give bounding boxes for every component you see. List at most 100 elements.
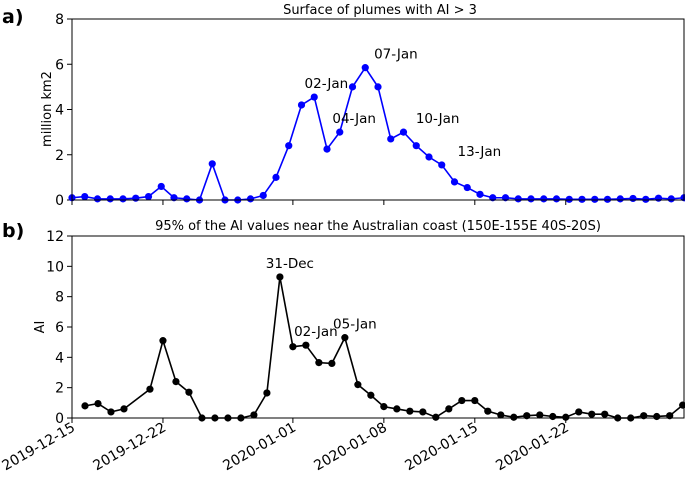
panel-a-point [246, 195, 255, 203]
panel-a-point [578, 195, 586, 203]
panel-b-series [81, 273, 685, 422]
panel-b-point [419, 408, 427, 416]
panel-b-ytick-label: 6 [55, 320, 64, 336]
panel-a-point [374, 83, 382, 91]
panel-a-point [323, 145, 331, 153]
panel-a-point [667, 195, 675, 203]
panel-b-frame [71, 235, 685, 419]
panel-a-point [540, 195, 548, 203]
panel-b-point [94, 399, 102, 408]
panel-b-ytick-label: 8 [55, 290, 64, 306]
panel-a-annotation: 13-Jan [458, 144, 502, 160]
panel-b-annotation: 05-Jan [333, 317, 377, 333]
panel-b-xtick-label: 2020-01-01 [220, 420, 298, 473]
panel-a-annotation: 07-Jan [374, 47, 418, 63]
panel-b-point [120, 405, 128, 413]
panel-b-point [250, 411, 258, 419]
panel-b-point [354, 381, 362, 389]
panel-b-point [575, 408, 583, 416]
panel-a-point [144, 193, 153, 201]
panel-a-point [450, 178, 459, 186]
panel-a-point [654, 194, 663, 202]
panel-b-point [536, 411, 544, 419]
panel-a-point [438, 161, 446, 169]
panel-a-point [552, 195, 561, 203]
panel-a-point [285, 142, 293, 150]
panel-a-frame [71, 18, 685, 201]
panel-a-annotation: 02-Jan [305, 76, 349, 92]
panel-b-x-ticks: 2019-12-15 2019-12-22 2020-01-01 2020-01-08… [0, 200, 572, 474]
panel-a-point [348, 83, 357, 91]
panel-b-point [367, 391, 375, 399]
panel-a-point [81, 193, 89, 201]
panel-b-xtick-label: 2020-01-15 [402, 420, 480, 473]
panel-a-ytick-label: 2 [55, 148, 64, 164]
panel-a-point [310, 93, 318, 101]
panel-a-point [336, 128, 344, 136]
panel-b-point [276, 273, 284, 281]
panel-b-xtick-label: 2020-01-08 [311, 420, 389, 473]
panel-b-annotation: 31-Dec [266, 256, 314, 272]
panel-b-point [315, 359, 323, 367]
panel-a-point [565, 195, 573, 203]
panel-b-point [107, 408, 115, 416]
panel-a-point [514, 195, 522, 203]
panel-a-point [208, 160, 216, 168]
panel-a-ytick-label: 4 [55, 103, 64, 119]
panel-a-point [259, 191, 267, 200]
panel-b-point [653, 412, 661, 421]
panel-b-title: 95% of the AI values near the Australian… [155, 219, 601, 234]
panel-a-annotations: 02-Jan 04-Jan 07-Jan 10-Jan 13-Jan [305, 47, 502, 160]
panel-b-point [185, 388, 193, 396]
panel-b-y-ticks: 0 2 4 6 8 10 12 [46, 229, 72, 427]
panel-b-point [497, 411, 505, 419]
panel-a-point [106, 195, 114, 203]
panel-b-xtick-label: 2019-12-15 [0, 420, 78, 473]
panel-a-point [272, 173, 280, 181]
panel-b-point [81, 402, 89, 410]
panel-a-point [132, 194, 140, 202]
panel-b-point [458, 396, 466, 405]
panel-b-point [406, 407, 414, 415]
panel-a-point [119, 195, 127, 203]
panel-b: 95% of the AI values near the Australian… [0, 200, 685, 474]
panel-a-point [387, 135, 395, 143]
panel-a-point [183, 195, 191, 203]
panel-b-point [302, 341, 310, 349]
panel-a-ytick-label: 0 [55, 193, 64, 209]
panel-a-ytick-label: 8 [55, 12, 64, 28]
panel-b-point [159, 337, 167, 345]
panel-a-point [463, 183, 471, 192]
panel-b-point [588, 410, 596, 418]
panel-b-point [549, 412, 557, 421]
panel-b-xtick-label: 2020-01-22 [493, 420, 571, 473]
panel-b-point [289, 343, 297, 351]
panel-a-point [603, 195, 612, 203]
panel-b-ytick-label: 4 [55, 350, 64, 366]
panel-b-point [484, 407, 492, 415]
panel-a-point [591, 195, 599, 203]
panel-a-series [68, 64, 685, 204]
panel-b-point [510, 413, 518, 421]
panel-label-b: b) [2, 220, 24, 242]
panel-a-point [476, 190, 484, 198]
panel-a-y-ticks: 0 2 4 6 8 [55, 12, 72, 209]
panel-b-point [601, 410, 609, 418]
panel-a-ylabel: million km2 [40, 71, 55, 147]
panel-b-point [562, 413, 570, 421]
panel-b-point [146, 385, 154, 393]
panel-a-point [297, 101, 306, 109]
panel-b-point [380, 403, 388, 411]
panel-a-point [616, 195, 624, 203]
panel-a-annotation: 10-Jan [416, 111, 460, 127]
panel-a-point [412, 142, 420, 150]
panel-a-annotation: 04-Jan [332, 111, 376, 127]
panel-a-point [399, 128, 408, 136]
panel-b-series-line [84, 276, 684, 419]
panel-b-point [263, 389, 271, 397]
panel-a-point [157, 182, 165, 191]
panel-b-point [341, 334, 349, 342]
